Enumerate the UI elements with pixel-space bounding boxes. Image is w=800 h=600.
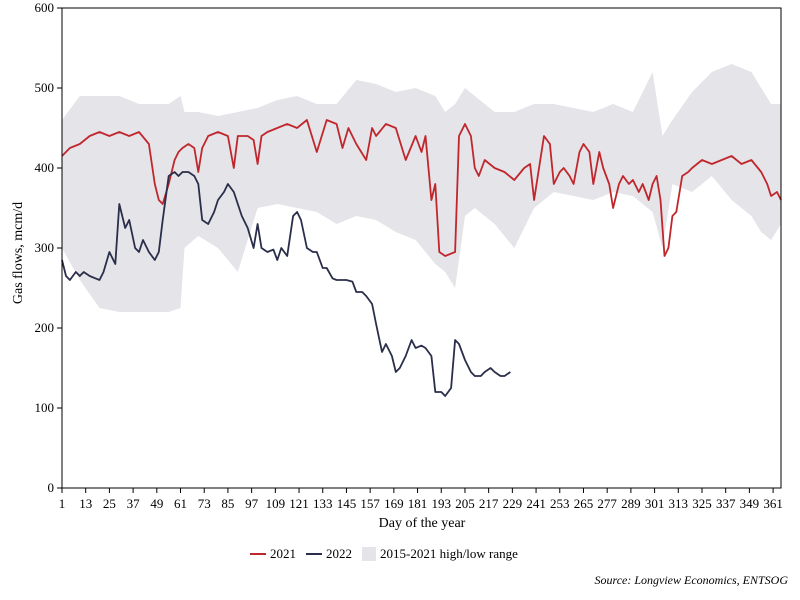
source-note: Source: Longview Economics, ENTSOG bbox=[594, 573, 788, 587]
x-tick-label: 97 bbox=[245, 496, 259, 511]
x-tick-label: 205 bbox=[455, 496, 475, 511]
x-tick-label: 25 bbox=[103, 496, 116, 511]
x-tick-label: 13 bbox=[79, 496, 92, 511]
x-tick-label: 253 bbox=[550, 496, 570, 511]
x-tick-label: 37 bbox=[127, 496, 141, 511]
x-tick-label: 169 bbox=[384, 496, 404, 511]
legend-label-2021: 2021 bbox=[270, 546, 296, 561]
x-tick-label: 109 bbox=[266, 496, 286, 511]
legend: 2021 2022 2015-2021 high/low range bbox=[250, 546, 518, 561]
x-tick-label: 325 bbox=[692, 496, 712, 511]
series-line-2022 bbox=[61, 171, 511, 397]
x-tick-label: 121 bbox=[289, 496, 309, 511]
x-tick-label: 301 bbox=[645, 496, 665, 511]
y-axis: 0 100 200 300 400 500 600 bbox=[35, 0, 62, 495]
x-axis-title: Day of the year bbox=[379, 516, 466, 531]
x-tick-label: 313 bbox=[669, 496, 689, 511]
legend-label-2022: 2022 bbox=[326, 546, 352, 561]
x-tick-label: 241 bbox=[526, 496, 546, 511]
x-tick-label: 133 bbox=[313, 496, 333, 511]
y-tick-label: 400 bbox=[35, 160, 55, 175]
y-axis-title: Gas flows, mcm/d bbox=[11, 202, 26, 304]
y-tick-label: 500 bbox=[35, 80, 55, 95]
y-tick-label: 0 bbox=[48, 480, 55, 495]
x-tick-label: 157 bbox=[360, 496, 380, 511]
x-tick-label: 1 bbox=[59, 496, 66, 511]
x-axis: 1 13 25 37 49 61 73 85 97 109 121 133 145 157 169 181 19… bbox=[59, 488, 783, 511]
series-line-2021 bbox=[61, 119, 782, 257]
x-tick-label: 229 bbox=[503, 496, 523, 511]
y-tick-label: 600 bbox=[35, 0, 55, 15]
x-tick-label: 289 bbox=[621, 496, 641, 511]
x-tick-label: 61 bbox=[174, 496, 187, 511]
x-tick-label: 265 bbox=[574, 496, 594, 511]
x-tick-label: 49 bbox=[150, 496, 163, 511]
x-tick-label: 337 bbox=[716, 496, 736, 511]
y-tick-label: 100 bbox=[35, 400, 55, 415]
x-tick-label: 85 bbox=[221, 496, 234, 511]
y-tick-label: 200 bbox=[35, 320, 55, 335]
legend-label-range: 2015-2021 high/low range bbox=[380, 546, 518, 561]
range-band-area bbox=[62, 64, 781, 312]
x-tick-label: 73 bbox=[198, 496, 211, 511]
y-tick-label: 300 bbox=[35, 240, 55, 255]
x-tick-label: 217 bbox=[479, 496, 499, 511]
series-layer bbox=[61, 119, 782, 397]
legend-swatch-range bbox=[362, 547, 376, 561]
range-band-layer bbox=[62, 64, 781, 312]
x-tick-label: 193 bbox=[432, 496, 452, 511]
x-tick-label: 145 bbox=[337, 496, 357, 511]
x-tick-label: 181 bbox=[408, 496, 428, 511]
x-tick-label: 361 bbox=[763, 496, 783, 511]
x-tick-label: 277 bbox=[597, 496, 617, 511]
x-tick-label: 349 bbox=[740, 496, 760, 511]
